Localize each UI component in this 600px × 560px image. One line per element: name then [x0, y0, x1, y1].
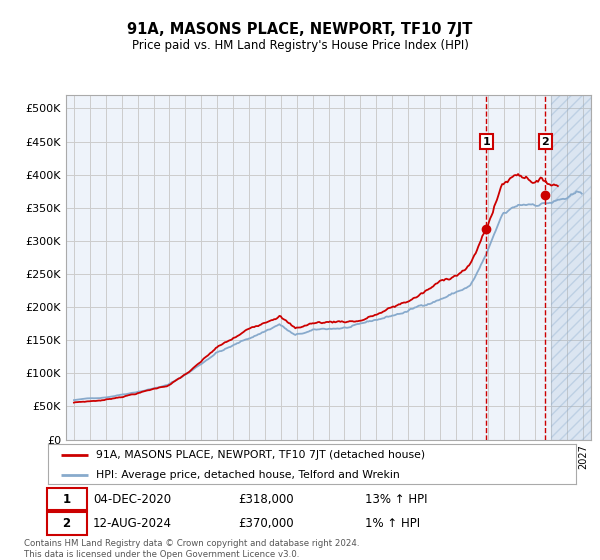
FancyBboxPatch shape [47, 512, 86, 535]
Text: £370,000: £370,000 [238, 517, 294, 530]
Text: 12-AUG-2024: 12-AUG-2024 [93, 517, 172, 530]
Text: 2: 2 [541, 137, 549, 147]
FancyBboxPatch shape [47, 488, 86, 510]
Text: 91A, MASONS PLACE, NEWPORT, TF10 7JT: 91A, MASONS PLACE, NEWPORT, TF10 7JT [127, 22, 473, 38]
Text: 1: 1 [482, 137, 490, 147]
Text: 04-DEC-2020: 04-DEC-2020 [93, 493, 171, 506]
Text: 2: 2 [62, 517, 71, 530]
Bar [551, 95, 591, 440]
Text: 1: 1 [62, 493, 71, 506]
Text: 1% ↑ HPI: 1% ↑ HPI [365, 517, 420, 530]
Text: HPI: Average price, detached house, Telford and Wrekin: HPI: Average price, detached house, Telf… [95, 470, 399, 480]
Text: £318,000: £318,000 [238, 493, 294, 506]
Text: 91A, MASONS PLACE, NEWPORT, TF10 7JT (detached house): 91A, MASONS PLACE, NEWPORT, TF10 7JT (de… [95, 450, 425, 460]
Bar [551, 95, 591, 440]
Text: 13% ↑ HPI: 13% ↑ HPI [365, 493, 427, 506]
Text: Price paid vs. HM Land Registry's House Price Index (HPI): Price paid vs. HM Land Registry's House … [131, 39, 469, 52]
Text: Contains HM Land Registry data © Crown copyright and database right 2024.
This d: Contains HM Land Registry data © Crown c… [24, 539, 359, 559]
